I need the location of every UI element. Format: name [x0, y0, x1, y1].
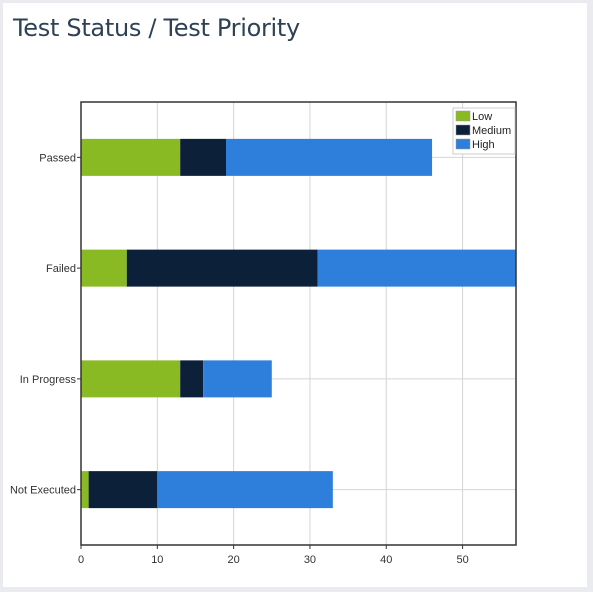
bar-segment-high: [157, 471, 333, 509]
legend-label-medium: Medium: [472, 125, 511, 137]
bar-segment-low: [81, 138, 181, 176]
bar-segment-medium: [88, 471, 158, 509]
bar-segment-medium: [180, 138, 226, 176]
bars: [81, 138, 516, 509]
bar-segment-high: [203, 360, 272, 398]
x-tick-label: 40: [380, 554, 392, 566]
x-tick-label: 30: [304, 554, 316, 566]
y-tick-label: In Progress: [20, 374, 77, 386]
bar-segment-medium: [126, 249, 318, 287]
axis-ticks: 0 10 20 30 40 50 Passed Failed In Progress Not Ex…: [10, 152, 469, 566]
bar-segment-high: [226, 138, 433, 176]
y-tick-label: Passed: [39, 152, 76, 164]
bar-segment-high: [317, 249, 516, 287]
panel-title: Test Status / Test Priority: [13, 14, 300, 42]
y-tick-label: Not Executed: [10, 485, 76, 497]
legend-label-low: Low: [472, 111, 492, 123]
x-tick-label: 10: [151, 554, 163, 566]
x-tick-label: 0: [78, 554, 84, 566]
bar-segment-low: [81, 471, 89, 509]
legend-label-high: High: [472, 139, 495, 151]
bar-segment-low: [81, 249, 127, 287]
legend-swatch-low: [455, 110, 471, 122]
x-tick-label: 50: [456, 554, 468, 566]
legend-swatch-medium: [455, 124, 471, 136]
plot-frame: [80, 101, 517, 546]
bar-segment-low: [81, 360, 181, 398]
legend: Low Medium High: [452, 107, 516, 155]
legend-swatch-high: [455, 138, 471, 150]
y-tick-label: Failed: [46, 263, 76, 275]
x-tick-label: 20: [228, 554, 240, 566]
bar-segment-medium: [180, 360, 204, 398]
